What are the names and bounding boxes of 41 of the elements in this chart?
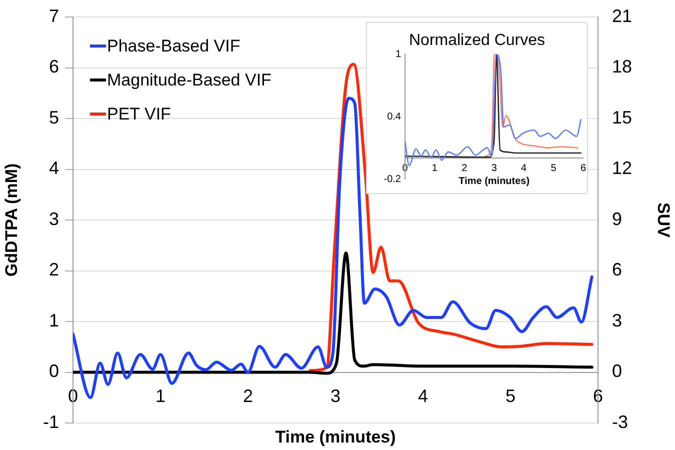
x-tick-label: 4 bbox=[418, 386, 428, 406]
y-tick-label: 3 bbox=[48, 208, 59, 229]
x-tick-label: 3 bbox=[330, 386, 341, 406]
y-tick-label: 1 bbox=[48, 310, 59, 330]
x-tick-label: 5 bbox=[550, 162, 557, 174]
y2-tick-label: 12 bbox=[612, 158, 632, 178]
y-tick-label: 5 bbox=[48, 107, 59, 128]
y-tick-label: -1 bbox=[42, 412, 59, 432]
legend-label: Magnitude-Based VIF bbox=[107, 70, 272, 90]
y2-tick-label: 21 bbox=[612, 6, 632, 26]
y-tick-label: 1 bbox=[395, 48, 402, 60]
y2-tick-label: -3 bbox=[612, 412, 628, 432]
legend-label: PET VIF bbox=[107, 104, 171, 124]
y2-axis-title: SUV bbox=[654, 202, 674, 238]
x-tick-label: 1 bbox=[155, 386, 166, 406]
y-tick-label: 0 bbox=[48, 361, 59, 382]
x-tick-label: 5 bbox=[505, 386, 516, 406]
x-axis-title: Time (minutes) bbox=[275, 428, 396, 447]
y-tick-label: 0.4 bbox=[387, 111, 402, 122]
x-tick-label: 1 bbox=[432, 162, 438, 174]
x-tick-label: 2 bbox=[462, 162, 468, 174]
y-tick-label: 2 bbox=[48, 260, 59, 280]
x-axis-title: Time (minutes) bbox=[458, 176, 530, 187]
x-tick-label: 4 bbox=[521, 162, 528, 174]
y-tick-label: 7 bbox=[48, 6, 59, 26]
y2-tick-label: 6 bbox=[612, 260, 622, 280]
y-tick-label: 6 bbox=[48, 56, 59, 77]
y2-tick-label: 0 bbox=[612, 361, 622, 382]
y2-tick-label: 9 bbox=[612, 208, 622, 229]
line-series bbox=[73, 251, 594, 375]
legend-label: Phase-Based VIF bbox=[107, 36, 240, 56]
y2-tick-label: 15 bbox=[612, 107, 632, 128]
x-tick-label: 2 bbox=[242, 386, 254, 406]
y-tick-label: -0.2 bbox=[384, 174, 402, 185]
y-axis-title: GdDTPA (mM) bbox=[2, 163, 21, 277]
chart-title: Normalized Curves bbox=[408, 32, 546, 50]
line-series bbox=[484, 54, 578, 157]
y2-tick-label: 3 bbox=[612, 310, 622, 330]
y2-tick-label: 18 bbox=[612, 56, 632, 77]
x-tick-label: 3 bbox=[491, 162, 498, 174]
x-tick-label: 6 bbox=[580, 162, 586, 174]
